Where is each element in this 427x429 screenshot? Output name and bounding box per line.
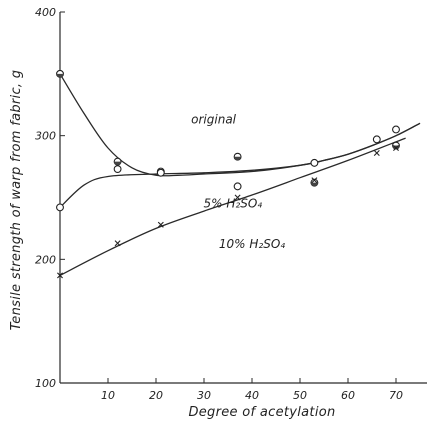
curve-10-h-so [59,137,406,276]
y-tick-label: 300 [35,130,56,143]
y-tick-label: 100 [35,377,56,390]
ticks: 10 20 30 40 50 60 70 100 200 300 400 [35,6,403,402]
markers [56,69,400,279]
x-tick-label: 20 [149,389,163,402]
x-tick-label: 70 [389,389,403,402]
data-point-original [233,152,242,161]
data-point-10-h-so [157,221,164,228]
data-point-5-h-so [310,158,319,167]
data-point-10-h-so [234,194,241,201]
x-axis-label: Degree of acetylation [188,405,335,420]
data-point-original [56,69,64,78]
x-tick-label: 50 [293,389,307,402]
data-point-5-h-so [233,182,242,191]
data-point-10-h-so [114,240,121,247]
x-tick-label: 10 [101,389,115,402]
y-axis-label: Tensile strength of warp from fabric, g [9,70,24,331]
data-point-5-h-so [156,168,165,177]
y-tick-label: 200 [35,253,56,266]
data-point-original [113,157,122,166]
curves [59,73,421,276]
x-tick-label: 60 [341,389,355,402]
data-point-5-h-so [56,203,64,212]
curve-5-h-so [59,122,421,208]
series-label-original: original [191,112,237,126]
series-label-10-h-so: 10% H₂SO₄ [219,237,285,251]
data-point-10-h-so [393,145,399,152]
data-point-5-h-so [372,135,381,144]
series-label-5-h-so: 5% H₂SO₄ [204,196,263,210]
labels: original 5% H₂SO₄ 10% H₂SO₄ [191,112,285,251]
x-tick-label: 30 [197,389,211,402]
data-point-10-h-so [311,177,318,184]
data-point-5-h-so [392,125,400,134]
x-tick-label: 40 [245,389,259,402]
data-point-10-h-so [57,272,63,279]
data-point-original [310,178,319,187]
data-point-5-h-so [113,165,122,174]
data-point-10-h-so [373,149,380,156]
y-tick-label: 400 [35,6,56,19]
